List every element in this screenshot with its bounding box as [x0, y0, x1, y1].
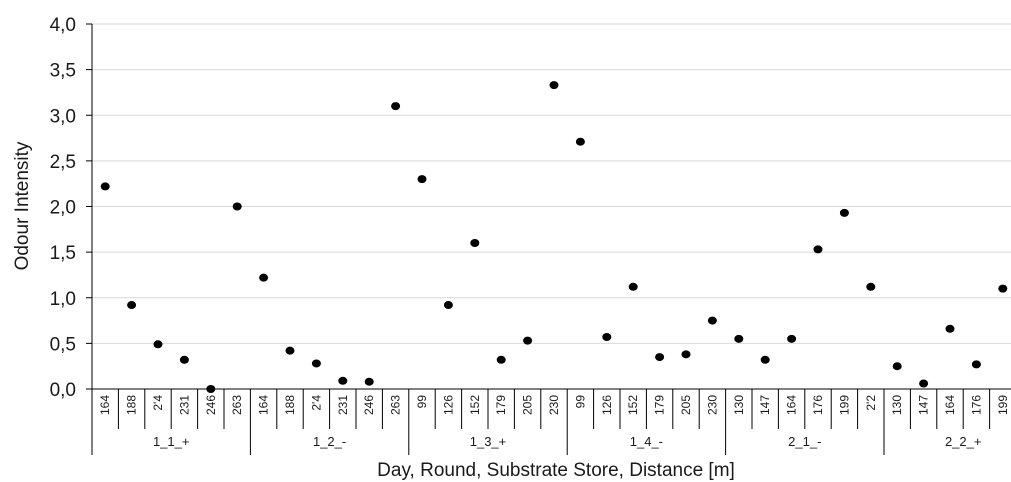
x-tick-label: 205	[679, 395, 693, 415]
data-point	[470, 239, 480, 247]
x-tick-label: 2'2	[864, 395, 878, 411]
group-label: 1_1_+	[153, 434, 190, 449]
group-label: 2_1_-	[788, 434, 821, 449]
data-point	[707, 316, 717, 325]
y-tick-label: 4,0	[50, 15, 76, 36]
data-point	[892, 362, 902, 371]
x-tick-label: 164	[943, 395, 957, 415]
data-point	[179, 355, 189, 364]
data-point	[760, 355, 770, 364]
data-point	[813, 245, 823, 254]
data-point	[549, 81, 559, 90]
x-tick-label: 199	[996, 395, 1010, 415]
x-tick-label: 130	[890, 395, 904, 415]
data-point	[787, 334, 797, 343]
x-tick-label: 164	[785, 395, 799, 415]
y-tick-label: 0,0	[50, 380, 76, 401]
data-point	[866, 282, 876, 291]
x-tick-label: 231	[177, 395, 191, 415]
data-point	[391, 102, 401, 111]
y-tick-label: 3,0	[50, 106, 76, 127]
data-point	[259, 273, 269, 282]
data-point	[285, 346, 295, 355]
x-tick-label: 126	[600, 395, 614, 415]
group-label: 1_3_+	[470, 434, 507, 449]
x-tick-label: 152	[468, 395, 482, 415]
data-point	[575, 137, 585, 146]
x-tick-label: 246	[204, 395, 218, 415]
x-tick-label: 230	[705, 395, 719, 415]
data-point	[523, 336, 533, 345]
grid-lines	[92, 23, 1011, 344]
x-tick-label: 205	[521, 395, 535, 415]
x-tick-labels: 164 188 2'4 231 246 263 164 188 2'4 231 246 263 99 12…	[98, 395, 1010, 415]
x-tick-label: 179	[653, 395, 667, 415]
data-point	[998, 284, 1008, 293]
data-point	[232, 202, 242, 211]
data-point	[100, 182, 110, 191]
data-point	[417, 175, 427, 184]
x-tick-label: 164	[257, 395, 271, 415]
y-tick-label: 1,5	[50, 243, 76, 264]
group-labels: 1_1_+ 1_2_- 1_3_+ 1_4_- 2_1_- 2_2_+	[153, 434, 982, 449]
y-tick-label: 0,5	[50, 334, 76, 355]
data-point	[338, 376, 348, 385]
x-tick-label: 246	[362, 395, 376, 415]
x-tick-label: 199	[837, 395, 851, 415]
data-point	[945, 324, 955, 333]
x-tick-label: 176	[811, 395, 825, 415]
x-tick-label: 176	[969, 395, 983, 415]
x-tick-label: 147	[758, 395, 772, 415]
y-tick-labels: 0,0 0,5 1,0 1,5 2,0 2,5 3,0 3,5 4,0	[50, 15, 76, 401]
x-tick-label: 179	[494, 395, 508, 415]
data-point	[655, 353, 665, 362]
group-label: 1_2_-	[313, 434, 346, 449]
x-tick-label: 2'4	[151, 395, 165, 411]
x-tick-label: 188	[125, 395, 139, 415]
x-tick-label: 188	[283, 395, 297, 415]
x-tick-label: 2'4	[309, 395, 323, 411]
data-point	[919, 379, 929, 388]
data-point	[839, 208, 849, 217]
x-tick-label: 99	[573, 395, 587, 409]
x-axis-title: Day, Round, Substrate Store, Distance [m…	[377, 460, 735, 481]
data-points	[100, 81, 1008, 393]
x-tick-label: 164	[98, 395, 112, 415]
data-point	[206, 385, 216, 393]
data-point	[971, 360, 981, 369]
data-point	[311, 359, 321, 368]
data-point	[734, 334, 744, 343]
y-axis-title: Odour Intensity	[12, 141, 33, 270]
group-label: 2_2_+	[945, 434, 982, 449]
x-tick-label: 130	[732, 395, 746, 415]
y-tick-label: 2,5	[50, 152, 76, 173]
x-tick-label: 263	[230, 395, 244, 415]
x-tick-label: 126	[441, 395, 455, 415]
data-point	[153, 340, 163, 349]
x-tick-label: 147	[917, 395, 931, 415]
y-tick-label: 1,0	[50, 289, 76, 310]
data-point	[681, 350, 691, 359]
x-tick-label: 230	[547, 395, 561, 415]
x-tick-label: 231	[336, 395, 350, 415]
data-point	[443, 301, 453, 310]
x-tick-label: 263	[389, 395, 403, 415]
data-point	[628, 282, 638, 291]
data-point	[496, 355, 506, 364]
data-point	[364, 377, 374, 386]
data-point	[127, 301, 137, 310]
x-tick-label: 99	[415, 395, 429, 409]
group-label: 1_4_-	[630, 434, 663, 449]
x-tick-label: 152	[626, 395, 640, 415]
data-point	[602, 332, 612, 341]
y-tick-label: 3,5	[50, 61, 76, 82]
axes	[86, 23, 1011, 455]
y-tick-label: 2,0	[50, 198, 76, 219]
